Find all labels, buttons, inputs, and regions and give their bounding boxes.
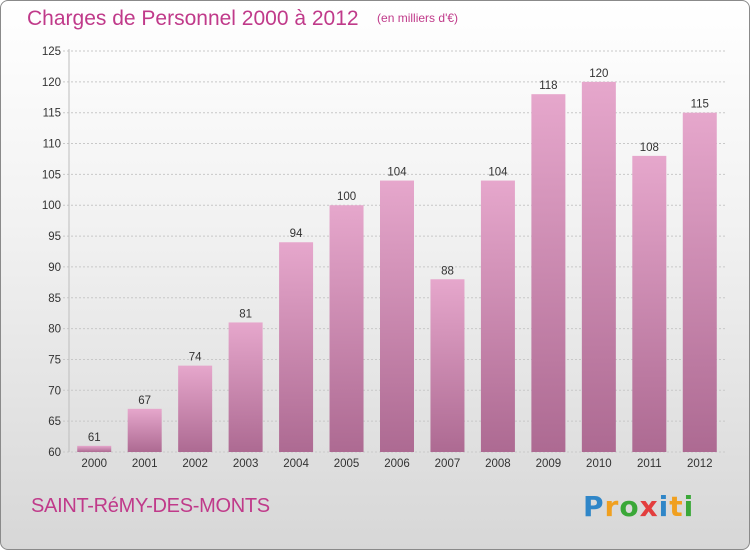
bar-2009: [531, 94, 566, 452]
y-tick-label: 110: [43, 139, 61, 151]
x-tick-label: 2003: [233, 458, 259, 470]
x-tick-label: 2002: [182, 458, 208, 470]
value-label: 94: [290, 228, 303, 240]
x-tick-label: 2006: [384, 458, 410, 470]
value-label: 120: [589, 68, 608, 80]
y-tick-label: 90: [48, 262, 61, 274]
y-tick-label: 105: [42, 169, 61, 181]
bar-2002: [178, 365, 213, 452]
x-tick-label: 2012: [687, 458, 713, 470]
x-tick-label: 2000: [81, 458, 107, 470]
x-tick-label: 2004: [283, 458, 309, 470]
y-tick-label: 70: [48, 385, 61, 397]
chart-title: Charges de Personnel 2000 à 2012: [27, 7, 359, 30]
x-tick-label: 2008: [485, 458, 511, 470]
y-tick-label: 85: [48, 293, 61, 305]
value-label: 115: [691, 99, 709, 111]
value-label: 67: [138, 395, 151, 407]
value-label: 108: [640, 142, 659, 154]
x-tick-label: 2009: [536, 458, 562, 470]
title-row: Charges de Personnel 2000 à 2012 (en mil…: [27, 7, 458, 31]
bar-2005: [329, 205, 364, 452]
y-tick-label: 75: [48, 354, 61, 366]
bar-2012: [682, 112, 717, 452]
y-tick-label: 125: [42, 46, 61, 58]
y-tick-label: 95: [48, 231, 61, 243]
grid-layer: [63, 49, 725, 453]
chart-subtitle: (en milliers d'€): [377, 11, 459, 25]
proxiti-logo[interactable]: Proxiti: [583, 490, 695, 523]
bar-2000: [77, 445, 112, 452]
value-label: 81: [239, 308, 252, 320]
bar-2006: [380, 180, 414, 453]
x-tick-label: 2001: [132, 458, 158, 470]
value-label: 118: [539, 80, 557, 92]
bar-2011: [632, 155, 667, 452]
x-tick-label: 2010: [586, 458, 612, 470]
y-tick-label: 100: [42, 200, 61, 212]
x-tick-label: 2011: [637, 458, 662, 470]
y-tick-label: 115: [43, 108, 61, 120]
x-tick-label: 2005: [334, 458, 360, 470]
label-layer: 60 65 70 75 80 85 90 95 100 105 110 115 120 125 61 2000…: [42, 46, 713, 470]
bar-2001: [127, 408, 162, 452]
value-label: 88: [441, 265, 454, 277]
bar-2010: [581, 81, 616, 452]
y-tick-label: 65: [48, 416, 61, 428]
value-label: 74: [189, 352, 202, 364]
y-tick-label: 60: [48, 447, 61, 459]
value-label: 61: [88, 432, 101, 444]
bar-2003: [228, 322, 263, 452]
value-label: 104: [488, 167, 508, 179]
y-tick-label: 120: [42, 77, 61, 89]
bar-layer: [77, 81, 717, 453]
value-label: 104: [387, 167, 407, 179]
x-tick-label: 2007: [435, 458, 461, 470]
y-tick-label: 80: [48, 324, 61, 336]
town-name: SAINT-RéMY-DES-MONTS: [31, 495, 270, 517]
bar-2004: [279, 242, 314, 452]
bar-2007: [430, 279, 465, 452]
bar-2008: [480, 180, 515, 453]
value-label: 100: [337, 191, 356, 203]
